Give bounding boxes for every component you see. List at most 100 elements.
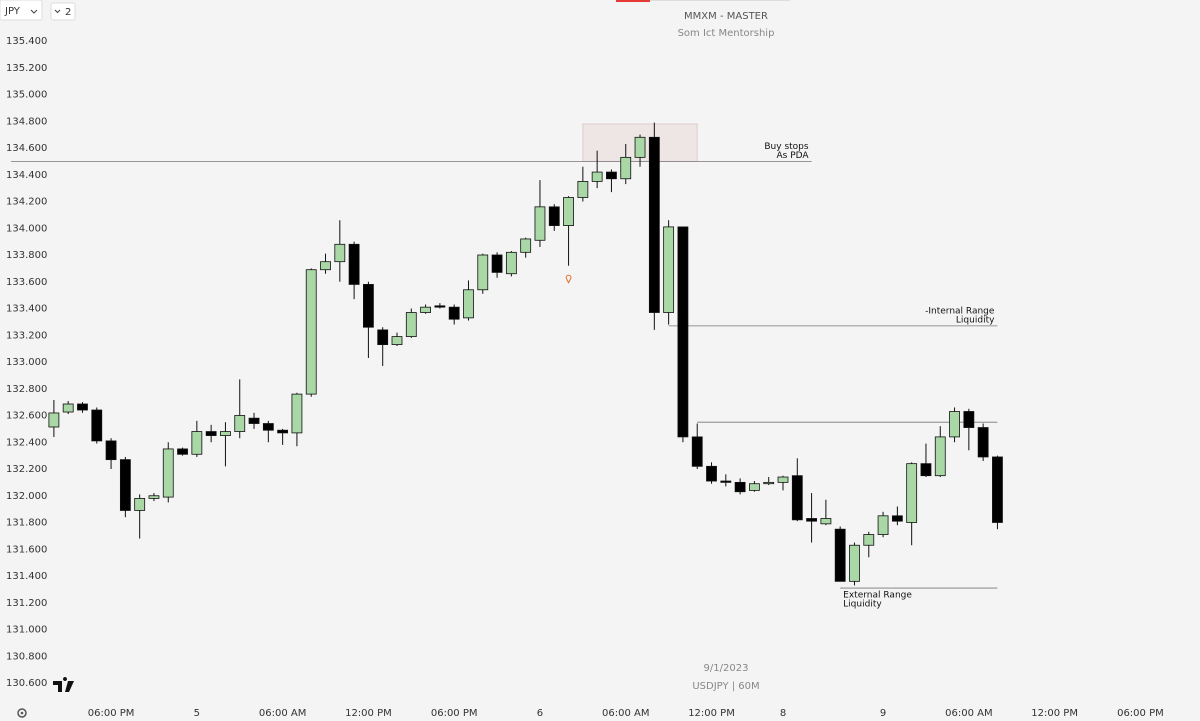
candle-body-up [663,226,675,313]
x-tick-label: 6 [537,708,543,719]
candle-body-up [534,206,546,241]
marker [565,274,572,284]
level-label: -Internal Range [925,306,995,316]
symbol-dropdown[interactable] [0,0,43,21]
y-tick-label: 131.800 [6,518,47,529]
candle-body-down [706,465,717,482]
candle-body-down [105,440,117,461]
candle-body-down [977,427,989,458]
x-tick-label: 06:00 AM [945,708,992,719]
level-label: Liquidity [956,315,995,325]
settings-icon[interactable] [17,708,27,718]
candle-body-up [820,518,832,525]
y-tick-label: 132.800 [6,384,47,395]
candle-body-down [348,243,360,285]
candle-body-up [191,431,203,455]
y-tick-label: 134.000 [6,223,47,234]
candle-body-up [320,261,331,271]
y-tick-label: 133.400 [6,304,47,315]
candle-body-up [305,269,317,395]
candle-body-down [448,306,460,320]
y-tick-label: 133.200 [6,330,47,341]
x-tick-label: 06:00 AM [602,708,649,719]
candle-body-down [834,528,846,582]
chart-subtitle: Som Ict Mentorship [678,28,775,39]
candle-body-up [62,403,74,413]
y-tick-label: 135.400 [6,36,47,47]
candle-body-down [992,456,1003,523]
symbol-label: USDJPY | 60M [692,681,759,692]
x-tick-label: 12:00 PM [688,708,735,719]
candle-body-up [520,238,532,253]
tv-logo [53,676,74,692]
layout-button[interactable] [50,2,76,21]
y-tick-label: 135.000 [6,90,47,101]
layout-count: 2 [65,7,71,18]
y-tick-label: 132.400 [6,437,47,448]
candle-body-down [205,431,217,436]
candle-body-up [334,243,346,263]
candle-body-up [577,181,589,198]
y-tick-label: 130.800 [6,651,47,662]
candle-body-down [119,459,131,511]
candle-body-up [634,136,646,158]
candle-body-down [648,136,660,313]
y-tick-label: 134.800 [6,116,47,127]
candle-body-down [262,423,274,431]
y-tick-label: 133.600 [6,277,47,288]
candle-body-up [763,481,775,485]
candle-body-up [148,495,160,499]
candle-body-down [734,481,746,493]
y-tick-label: 134.200 [6,197,47,208]
x-tick-label: 06:00 PM [1117,708,1164,719]
candle-body-up [906,463,918,523]
candle-body-down [891,515,903,522]
candle-body-down [791,475,803,521]
candle-body-down [920,463,932,477]
candle-body-down [491,254,503,273]
candle-body-down [691,436,703,467]
x-tick-label: 06:00 AM [259,708,306,719]
y-tick-label: 131.000 [6,625,47,636]
chart-title: MMXM - MASTER [684,11,768,22]
y-tick-label: 132.600 [6,411,47,422]
y-tick-label: 133.800 [6,250,47,261]
candle-body-up [563,197,574,226]
candle-body-up [220,431,231,436]
candle-body-down [548,206,560,226]
y-tick-label: 132.000 [6,491,47,502]
top-indicator [616,0,650,2]
candle-body-up [877,515,889,535]
candle-body-up [291,393,303,434]
x-tick-label: 06:00 PM [88,708,135,719]
candle-body-up [477,254,489,291]
y-tick-label: 132.200 [6,464,47,475]
y-tick-label: 131.200 [6,598,47,609]
x-tick-label: 12:00 PM [1031,708,1078,719]
y-tick-label: 134.600 [6,143,47,154]
symbol-text: JPY [4,6,21,17]
level-label: External Range [843,591,912,601]
candle-body-up [405,312,417,337]
level-label: Liquidity [843,600,882,610]
candle-body-up [949,411,960,438]
dropdown-chevron [30,9,38,14]
candle-body-up [134,498,146,511]
candle-body-up [162,448,174,498]
candle-body-down [363,284,374,328]
candle-body-up [420,306,431,313]
y-tick-label: 130.600 [6,678,47,689]
candle-body-up [777,476,789,483]
x-tick-label: 9 [880,708,886,719]
candle-body-down [434,305,446,308]
candle-body-down [963,411,975,428]
candle-body-up [849,544,860,582]
candle-body-down [606,171,617,180]
candle-body-down [806,518,817,522]
candle-body-down [277,429,289,434]
candle-body-down [677,226,689,438]
candle-body-down [77,403,88,411]
candle-body-up [749,483,760,491]
x-tick-label: 5 [194,708,200,719]
